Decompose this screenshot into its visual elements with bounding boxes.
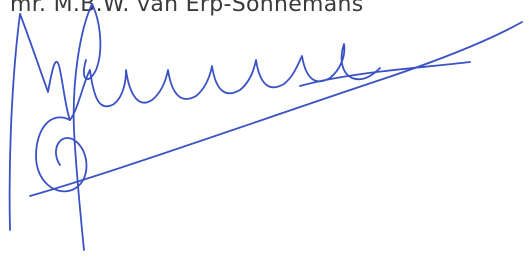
signature: [0, 0, 530, 260]
signature-stroke: [20, 14, 70, 120]
signature-stroke: [30, 22, 522, 196]
signature-stroke: [10, 14, 20, 230]
signature-stroke: [84, 4, 100, 79]
signature-block: mr. M.B.W. van Erp-Sonnemans: [0, 0, 530, 260]
signature-stroke: [70, 44, 380, 120]
signature-stroke: [300, 62, 470, 86]
signature-stroke: [74, 4, 92, 250]
